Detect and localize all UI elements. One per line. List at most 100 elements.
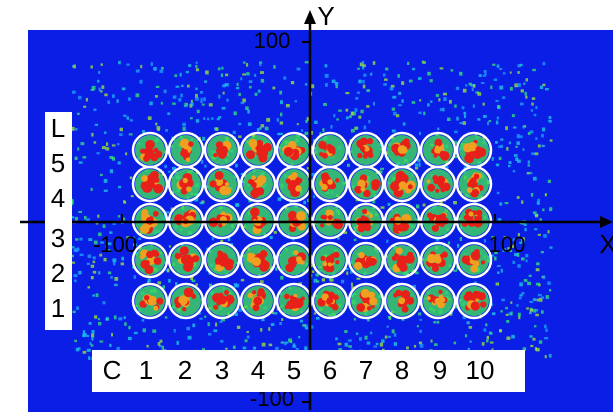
heat-speck <box>362 66 364 69</box>
heat-speck <box>88 356 90 360</box>
spot-core <box>361 289 370 298</box>
heat-speck <box>202 104 205 106</box>
heat-speck <box>157 126 161 130</box>
heat-speck <box>103 301 106 304</box>
heat-speck <box>517 134 520 138</box>
heat-speck <box>196 119 199 123</box>
heat-speck <box>516 304 518 306</box>
heat-speck <box>201 98 203 102</box>
heat-speck <box>357 68 360 70</box>
heat-speck <box>200 202 204 204</box>
heat-speck <box>312 270 315 273</box>
heat-speck <box>415 164 418 167</box>
column-label: 10 <box>466 355 495 385</box>
heat-speck <box>392 130 396 133</box>
heat-speck <box>131 195 134 197</box>
heat-speck <box>104 94 107 97</box>
spot-core <box>285 264 292 271</box>
heat-speck <box>265 127 269 131</box>
spot-core <box>180 139 190 149</box>
heat-speck <box>528 164 531 166</box>
heat-speck <box>74 274 78 277</box>
heat-speck <box>534 114 537 117</box>
heat-speck <box>387 326 389 328</box>
spot-core <box>246 150 255 159</box>
heat-speck <box>83 330 85 333</box>
column-label: 3 <box>215 355 229 385</box>
heat-speck <box>215 323 217 327</box>
heat-speck <box>381 206 385 208</box>
spot-core <box>284 147 294 157</box>
heat-speck <box>238 135 241 138</box>
heat-speck <box>511 312 513 316</box>
heat-speck <box>104 179 108 183</box>
heat-speck <box>356 333 358 335</box>
spot-core <box>363 154 368 159</box>
heat-speck <box>155 95 158 98</box>
heat-speck <box>515 157 518 161</box>
spot-core <box>400 146 408 154</box>
heat-speck <box>237 326 240 329</box>
heat-speck <box>92 294 95 296</box>
heat-speck <box>98 318 100 320</box>
heat-speck <box>489 120 492 122</box>
heat-speck <box>530 172 533 174</box>
spot-core <box>471 301 480 310</box>
heat-speck <box>412 68 415 71</box>
heat-speck <box>495 100 498 102</box>
heat-speck <box>104 258 107 261</box>
heat-speck <box>497 192 500 194</box>
column-label: 2 <box>178 355 192 385</box>
spot-core <box>442 182 451 191</box>
heat-speck <box>354 239 357 242</box>
heat-speck <box>88 255 91 258</box>
heat-speck <box>517 264 520 268</box>
heat-speck <box>370 73 372 76</box>
heat-speck <box>508 165 510 167</box>
heat-speck <box>459 122 462 124</box>
spot-core <box>143 155 150 162</box>
heat-speck <box>529 312 532 314</box>
heat-speck <box>505 202 509 204</box>
heat-speck <box>520 64 523 66</box>
heat-speck <box>280 100 283 104</box>
heat-speck <box>521 257 525 260</box>
heat-speck <box>84 216 87 220</box>
spot-core <box>436 177 440 181</box>
column-label: 6 <box>323 355 337 385</box>
heat-speck <box>99 88 101 92</box>
heat-speck <box>497 65 500 68</box>
heat-speck <box>345 343 348 347</box>
spot-core <box>463 143 472 152</box>
spot-core <box>213 153 217 157</box>
heat-speck <box>114 277 118 281</box>
heat-speck <box>499 86 503 90</box>
heat-speck <box>110 169 113 173</box>
heat-speck <box>386 240 388 243</box>
heat-speck <box>124 322 126 326</box>
heat-speck <box>186 71 189 73</box>
spot-core <box>327 179 333 185</box>
heat-speck <box>370 332 372 335</box>
heat-speck <box>234 285 237 288</box>
heat-speck <box>98 322 101 325</box>
heat-speck <box>338 343 342 346</box>
spot-core <box>369 214 373 218</box>
heat-speck <box>123 218 125 221</box>
heat-speck <box>147 345 149 348</box>
spot-core <box>284 294 290 300</box>
spot-core <box>361 187 366 192</box>
column-label: 5 <box>287 355 301 385</box>
heat-speck <box>279 322 282 325</box>
spot-core <box>472 189 479 196</box>
spot-core <box>288 180 297 189</box>
spot-core <box>393 293 398 298</box>
heat-speck <box>351 112 354 116</box>
heat-speck <box>140 80 143 84</box>
heat-speck <box>140 65 142 68</box>
heat-speck <box>305 61 309 63</box>
heat-speck <box>118 61 121 64</box>
heat-speck <box>510 301 512 303</box>
heat-speck <box>301 129 303 132</box>
heat-speck <box>273 312 277 314</box>
